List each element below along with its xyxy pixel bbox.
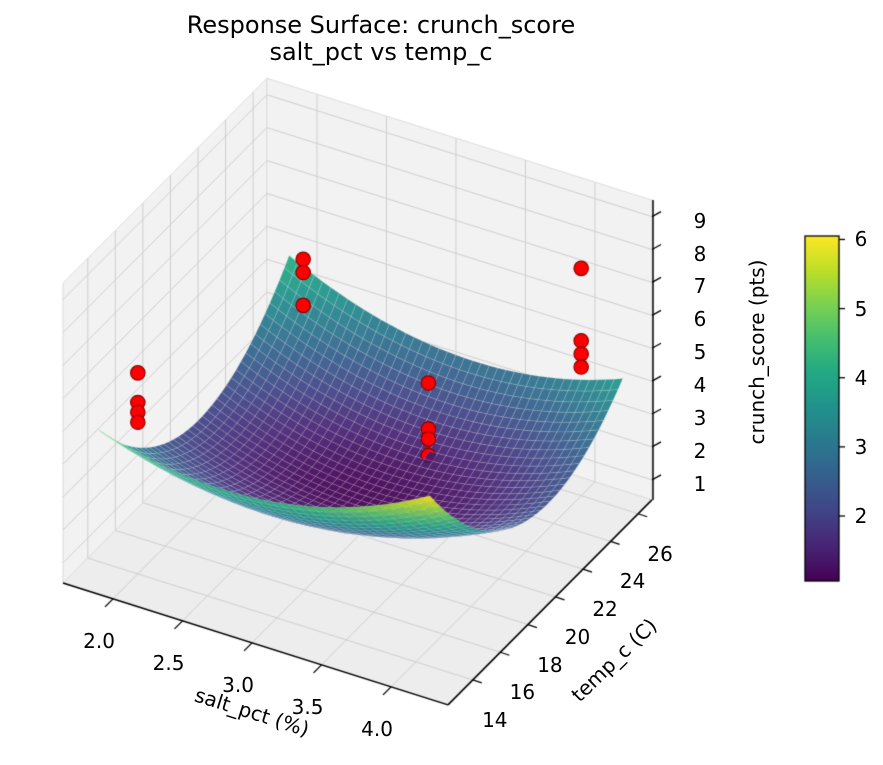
- y-tick-label: 20: [564, 624, 591, 649]
- x-tick-label: 3.0: [222, 672, 254, 697]
- x-tick-label: 3.5: [291, 694, 324, 719]
- y-tick-label: 24: [619, 569, 646, 594]
- z-tick-label: 3: [693, 406, 707, 431]
- colorbar-tick-label: 4: [854, 365, 868, 390]
- x-tick-label: 4.0: [361, 716, 393, 741]
- x-tick-label: 2.0: [83, 628, 115, 653]
- z-tick-label: 6: [693, 307, 707, 332]
- z-axis-label: crunch_score (pts): [745, 259, 769, 445]
- z-tick-label: 1: [693, 471, 707, 496]
- y-tick-label: 22: [592, 597, 618, 622]
- z-tick-label: 4: [693, 373, 707, 398]
- z-tick-label: 9: [693, 208, 707, 233]
- colorbar-tick-label: 6: [854, 227, 868, 252]
- z-tick-label: 8: [693, 241, 707, 266]
- z-tick-label: 5: [693, 340, 707, 365]
- x-tick-label: 2.5: [152, 650, 185, 675]
- colorbar-tick-label: 3: [854, 434, 868, 459]
- plot-title-line2: salt_pct vs temp_c: [269, 38, 493, 66]
- plot-title: Response Surface: crunch_score salt_pct …: [187, 12, 575, 66]
- y-tick-label: 26: [647, 541, 673, 566]
- y-tick-label: 16: [509, 680, 536, 705]
- y-tick-label: 14: [482, 707, 508, 732]
- z-tick-label: 7: [693, 274, 707, 299]
- colorbar-tick-label: 2: [854, 504, 868, 528]
- plot-title-line1: Response Surface: crunch_score: [186, 11, 576, 39]
- z-tick-label: 2: [693, 438, 707, 463]
- colorbar-tick-label: 5: [854, 296, 868, 321]
- y-tick-label: 18: [537, 652, 563, 677]
